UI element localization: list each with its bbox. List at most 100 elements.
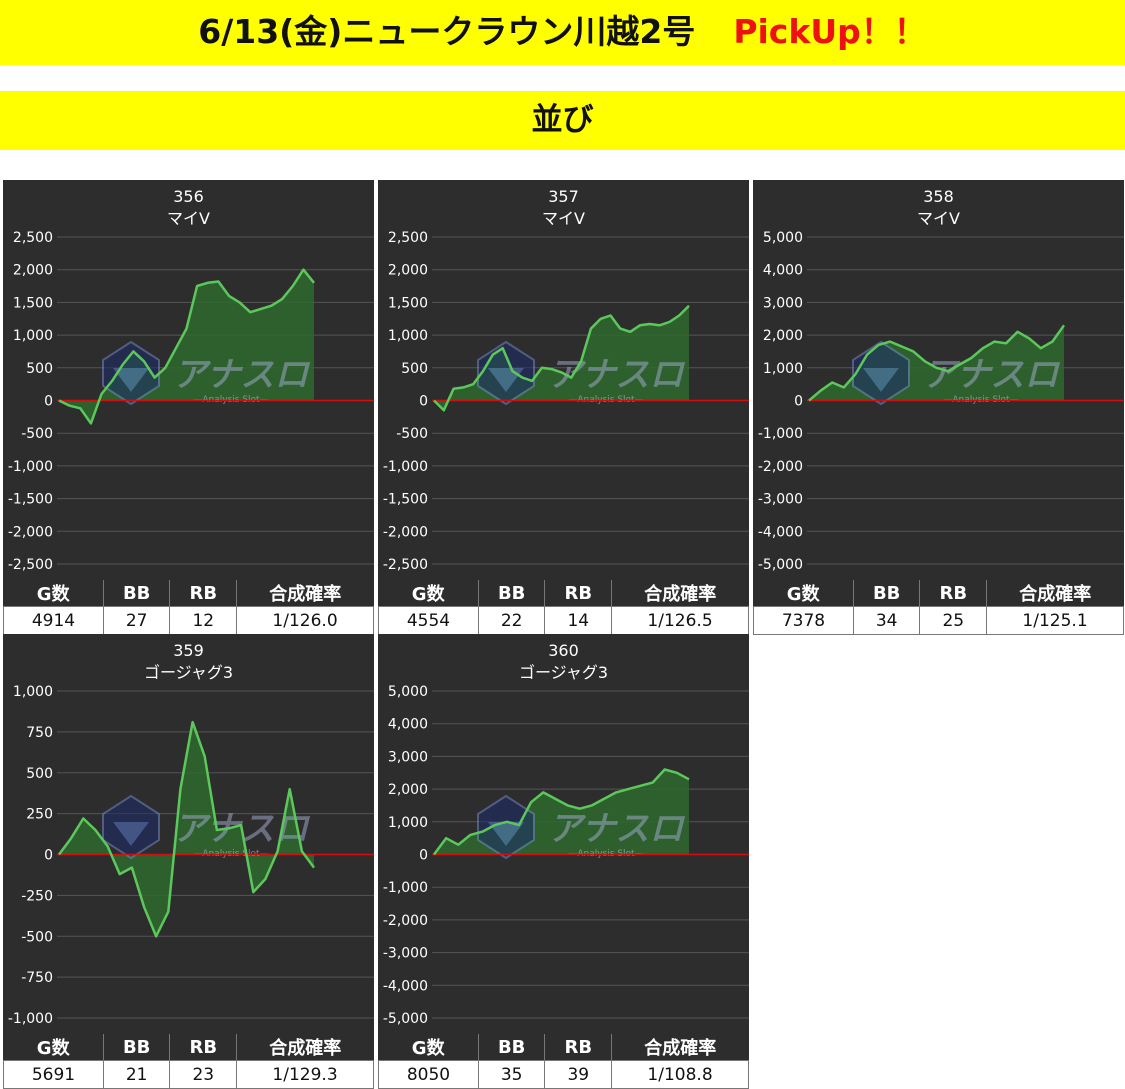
y-tick-label: -5,000 [383, 1011, 428, 1027]
stats-value-cell: 7378 [753, 606, 854, 635]
chart-svg: 359 ゴージャグ3 1,000 750 500 250 0 -250 -500 -750 -1,0… [8, 641, 374, 1027]
stats-header-cell: BB [102, 1034, 170, 1061]
y-tick-label: 1,000 [13, 328, 53, 344]
y-tick-label: 1,000 [388, 328, 428, 344]
chart-number: 357 [548, 187, 579, 206]
stats-header-cell: RB [544, 1034, 612, 1061]
stats-table: G数 BB RB 合成確率 4914 27 12 1/126.0 [3, 580, 374, 635]
y-tick-label: 1,000 [388, 815, 428, 831]
stats-table: G数 BB RB 合成確率 4554 22 14 1/126.5 [378, 580, 749, 635]
stats-value-cell: 1/129.3 [236, 1060, 374, 1089]
y-tick-label: 2,500 [13, 230, 53, 246]
y-tick-label: -500 [396, 426, 428, 442]
y-tick-label: -2,500 [8, 557, 53, 573]
y-tick-label: 250 [26, 807, 53, 823]
stats-header-cell: BB [477, 580, 545, 607]
y-tick-label: 5,000 [763, 230, 803, 246]
y-tick-label: 2,000 [763, 328, 803, 344]
stats-value-cell: 12 [169, 606, 238, 635]
chart-svg: 360 ゴージャグ3 5,000 4,000 3,000 2,000 1,000 0 -1,00… [383, 641, 749, 1027]
subtitle-banner: 並び [0, 91, 1125, 150]
y-tick-label: 1,000 [763, 361, 803, 377]
y-tick-label: 0 [44, 848, 53, 864]
y-tick-label: 1,000 [13, 684, 53, 700]
stats-value-row: 7378 34 25 1/125.1 [753, 606, 1124, 635]
series-area [59, 722, 314, 937]
y-tick-label: 0 [419, 848, 428, 864]
stats-value-cell: 34 [852, 606, 921, 635]
stats-header-row: G数 BB RB 合成確率 [378, 580, 749, 607]
stats-header-row: G数 BB RB 合成確率 [378, 1034, 749, 1061]
y-tick-label: 500 [26, 361, 53, 377]
chart-machine-name: マイV [542, 209, 585, 228]
stats-header-cell: RB [169, 1034, 237, 1061]
stats-header-cell: G数 [3, 580, 104, 607]
watermark-brand: アナスロ [548, 809, 685, 849]
stats-value-row: 4914 27 12 1/126.0 [3, 606, 374, 635]
stats-value-cell: 1/126.0 [236, 606, 374, 635]
stats-value-row: 4554 22 14 1/126.5 [378, 606, 749, 635]
series-line [432, 768, 690, 856]
stats-header-cell: BB [102, 580, 170, 607]
stats-header-cell: RB [544, 580, 612, 607]
y-tick-label: 0 [794, 394, 803, 410]
series-line [57, 720, 316, 938]
stats-header-cell: RB [919, 580, 987, 607]
y-tick-label: -500 [21, 929, 53, 945]
y-tick-label: 2,000 [13, 263, 53, 279]
chart-number: 359 [173, 641, 204, 660]
chart-machine-name: マイV [167, 209, 210, 228]
y-tick-label: -250 [21, 888, 53, 904]
y-tick-label: 500 [26, 766, 53, 782]
stats-value-cell: 23 [169, 1060, 238, 1089]
y-tick-label: -1,000 [758, 426, 803, 442]
y-tick-label: 4,000 [388, 717, 428, 733]
stats-value-cell: 14 [544, 606, 613, 635]
stats-header-cell: G数 [378, 1034, 479, 1061]
stats-value-cell: 5691 [3, 1060, 104, 1089]
stats-header-cell: 合成確率 [986, 580, 1124, 607]
stats-value-cell: 22 [477, 606, 546, 635]
pickup-label: PickUp！！ [733, 12, 927, 51]
y-tick-label: 3,000 [388, 749, 428, 765]
stats-header-cell: 合成確率 [236, 580, 374, 607]
y-tick-label: 2,000 [388, 782, 428, 798]
y-tick-label: -750 [21, 970, 53, 986]
stats-header-row: G数 BB RB 合成確率 [3, 580, 374, 607]
title-banner: 6/13(金)ニュークラウン川越2号 PickUp！！ [0, 0, 1125, 65]
stats-value-cell: 4914 [3, 606, 104, 635]
stats-value-cell: 1/126.5 [611, 606, 749, 635]
stats-value-cell: 25 [919, 606, 988, 635]
stats-value-cell: 4554 [378, 606, 479, 635]
y-tick-label: -1,500 [383, 492, 428, 508]
chart-svg: 358 マイV 5,000 4,000 3,000 2,000 1,000 0 -1,000 -2… [758, 187, 1124, 573]
stats-value-cell: 8050 [378, 1060, 479, 1089]
y-tick-label: -500 [21, 426, 53, 442]
y-tick-label: 1,500 [13, 295, 53, 311]
watermark-brand: アナスロ [173, 355, 310, 395]
series-line [808, 324, 1066, 402]
stats-value-row: 5691 21 23 1/129.3 [3, 1060, 374, 1089]
y-tick-label: -5,000 [758, 557, 803, 573]
stats-header-cell: G数 [378, 580, 479, 607]
watermark-brand: アナスロ [548, 355, 685, 395]
stats-value-cell: 39 [544, 1060, 613, 1089]
stats-value-cell: 1/125.1 [986, 606, 1124, 635]
y-tick-label: -1,000 [8, 1011, 53, 1027]
chart-machine-name: ゴージャグ3 [519, 663, 608, 682]
y-tick-label: -2,000 [758, 459, 803, 475]
y-tick-label: -1,000 [383, 880, 428, 896]
stats-value-row: 8050 35 39 1/108.8 [378, 1060, 749, 1089]
stats-value-cell: 35 [477, 1060, 546, 1089]
chart-svg: 356 マイV 2,500 2,000 1,500 1,000 500 0 -500 -1,000… [8, 187, 374, 573]
page-title: 6/13(金)ニュークラウン川越2号 [198, 12, 696, 51]
chart-svg: 357 マイV 2,500 2,000 1,500 1,000 500 0 -500 -1,000… [383, 187, 749, 573]
y-tick-label: -2,500 [383, 557, 428, 573]
y-tick-label: -1,000 [383, 459, 428, 475]
chart-panel-356: 356 マイV 2,500 2,000 1,500 1,000 500 0 -500 -1,000… [3, 180, 374, 635]
stats-header-cell: BB [852, 580, 920, 607]
stats-table: G数 BB RB 合成確率 7378 34 25 1/125.1 [753, 580, 1124, 635]
y-tick-label: -2,000 [8, 524, 53, 540]
y-tick-label: 3,000 [763, 295, 803, 311]
chart-panel-357: 357 マイV 2,500 2,000 1,500 1,000 500 0 -500 -1,000… [378, 180, 749, 635]
